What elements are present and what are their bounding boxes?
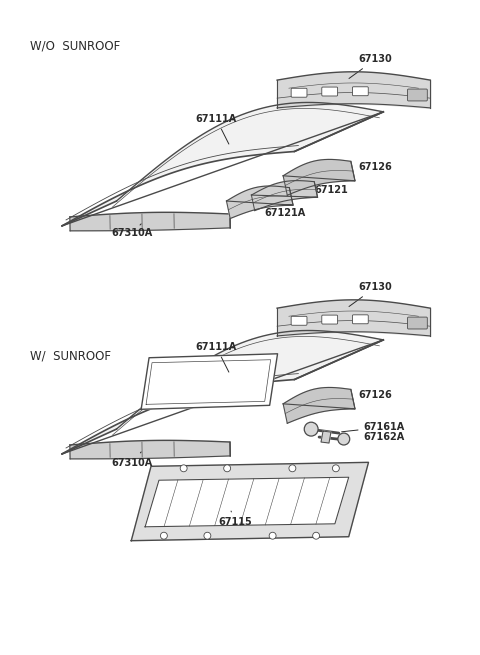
Circle shape [338,433,350,445]
Polygon shape [283,388,355,423]
Text: 67310A: 67310A [111,224,153,238]
Polygon shape [131,462,369,540]
Circle shape [289,465,296,472]
Text: 67121: 67121 [302,185,348,196]
Text: 67126: 67126 [332,162,392,176]
Circle shape [312,533,320,539]
FancyBboxPatch shape [322,87,337,96]
Circle shape [304,422,318,436]
Text: 67115: 67115 [218,511,252,527]
Text: 67130: 67130 [349,282,392,307]
Text: 67121A: 67121A [264,204,306,218]
FancyBboxPatch shape [322,315,337,324]
Circle shape [224,465,230,472]
FancyBboxPatch shape [352,87,368,96]
Polygon shape [252,181,318,210]
Text: 67130: 67130 [349,54,392,79]
Text: 67162A: 67162A [363,432,405,442]
Text: 67310A: 67310A [111,452,153,468]
Circle shape [269,533,276,539]
Text: 67111A: 67111A [195,114,237,144]
Circle shape [180,465,187,472]
Circle shape [160,533,168,539]
Text: W/  SUNROOF: W/ SUNROOF [30,350,111,363]
Circle shape [333,465,339,472]
Polygon shape [70,212,230,231]
Text: 67161A: 67161A [342,422,405,432]
Polygon shape [145,477,349,527]
Polygon shape [62,102,384,226]
Polygon shape [283,159,355,195]
FancyBboxPatch shape [408,89,427,101]
Polygon shape [70,440,230,459]
Text: 67126: 67126 [332,390,392,404]
Polygon shape [227,186,293,219]
Text: W/O  SUNROOF: W/O SUNROOF [30,39,120,52]
FancyBboxPatch shape [408,317,427,329]
Polygon shape [321,431,331,443]
Text: 67111A: 67111A [195,342,237,372]
Polygon shape [62,331,384,454]
FancyBboxPatch shape [291,88,307,97]
Circle shape [204,533,211,539]
FancyBboxPatch shape [291,316,307,326]
Polygon shape [141,354,277,409]
FancyBboxPatch shape [352,315,368,324]
